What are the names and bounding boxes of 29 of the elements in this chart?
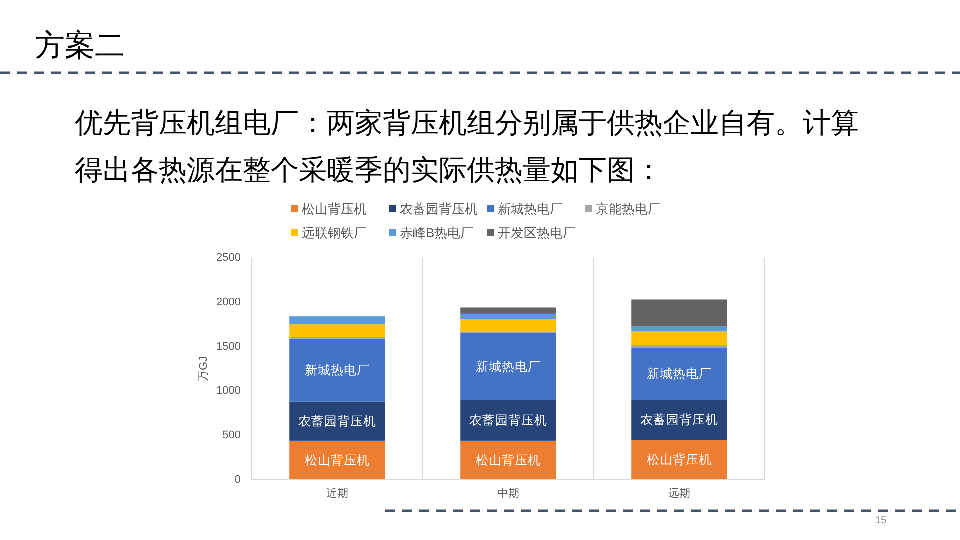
legend-item: 农蓄园背压机 [389,202,478,216]
x-tick-label: 近期 [326,487,348,500]
data-label: 松山背压机 [647,453,712,468]
annotation: 15 [875,516,887,526]
data-label: 新城热电厂 [476,360,541,374]
data-label: 松山背压机 [305,453,370,468]
x-tick-label: 中期 [498,487,520,500]
legend-item: 京能热电厂 [585,202,661,216]
data-label: 农蓄园背压机 [470,414,548,428]
y-tick-label: 1000 [216,385,241,398]
ylabel: 万GJ [198,356,210,382]
data-label: 农蓄园背压机 [298,414,376,428]
data-label: 新城热电厂 [305,363,370,378]
legend-item: 松山背压机 [291,202,367,216]
title: 方案二 [35,30,125,62]
y-tick-label: 2000 [216,296,241,308]
legend-item: 远联钢铁厂 [291,226,367,240]
y-tick-label: 0 [234,474,241,486]
y-tick-label: 1500 [216,340,241,353]
legend-item: 赤峰B热电厂 [389,226,474,240]
y-tick-label: 2500 [216,252,241,264]
legend-item: 新城热电厂 [487,202,563,216]
subtitle: 优先背压机组电厂：两家背压机组分别属于供热企业自有。计算得出各热源在整个采暖季的实际供热量如下图： [75,108,859,186]
y-tick-label: 500 [222,430,241,442]
data-label: 新城热电厂 [647,366,712,381]
x-tick-label: 远期 [668,488,690,500]
legend-item: 开发区热电厂 [487,226,576,240]
data-label: 松山背压机 [476,453,541,468]
data-label: 农蓄园背压机 [640,413,718,428]
